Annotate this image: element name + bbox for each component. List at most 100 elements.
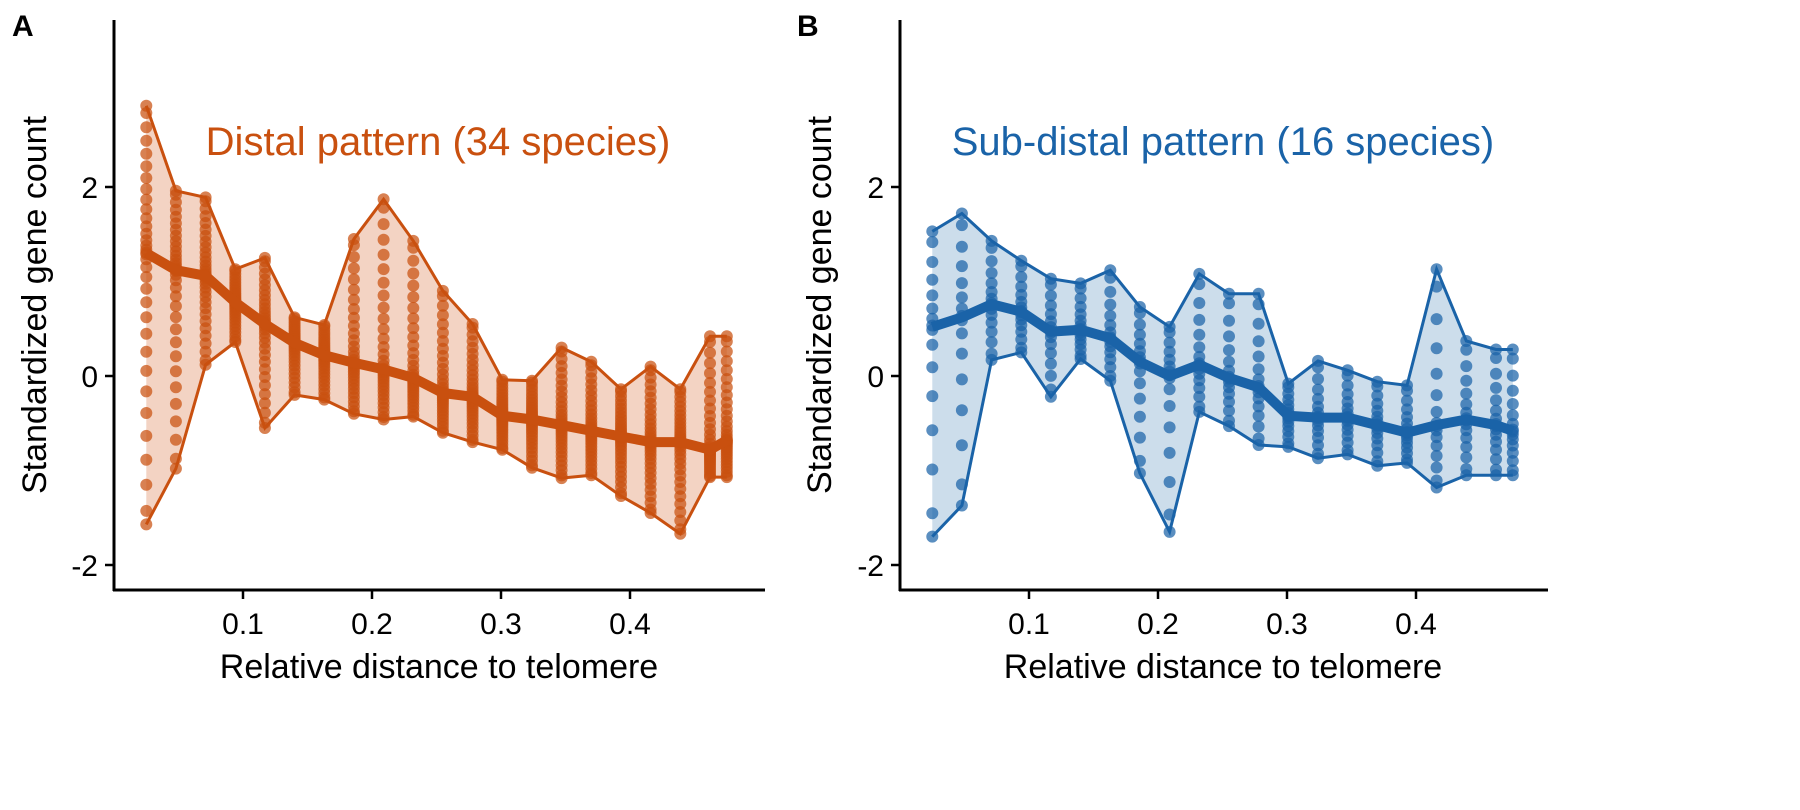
data-point <box>347 311 360 324</box>
data-point <box>1044 369 1057 382</box>
data-point <box>1312 392 1324 405</box>
data-point <box>140 429 153 442</box>
data-point <box>720 335 733 348</box>
data-point <box>1133 410 1146 423</box>
data-point <box>1223 404 1235 417</box>
data-point <box>1163 400 1176 412</box>
data-point <box>140 193 153 206</box>
data-point <box>347 293 360 306</box>
panel-b: B 0.1 0.2 0.3 0.4 -2 0 2 Sub-distal pattern (1… <box>797 10 1548 686</box>
mean-line <box>143 248 730 455</box>
data-point <box>1163 336 1176 349</box>
data-point <box>169 290 182 303</box>
data-point <box>140 282 153 295</box>
data-point <box>1506 369 1519 382</box>
y-axis-title: Standardized gene count <box>16 115 54 494</box>
data-point <box>926 463 939 476</box>
panel-a: A 0.1 0.2 0.3 0.4 -2 0 2 Distal pattern (34 sp… <box>12 10 765 686</box>
data-point <box>1104 309 1117 322</box>
data-point <box>926 273 939 286</box>
data-point <box>955 373 968 386</box>
data-point <box>1133 392 1146 405</box>
y-tick-label: 0 <box>81 361 98 394</box>
data-point <box>1312 373 1324 385</box>
y-tick-label: -2 <box>71 550 98 583</box>
data-point <box>1460 343 1473 356</box>
data-point <box>955 277 968 290</box>
data-point <box>704 367 716 380</box>
data-point <box>436 326 449 339</box>
data-point <box>1252 350 1265 363</box>
data-point <box>377 263 390 276</box>
data-point <box>377 341 390 353</box>
data-point <box>347 273 360 286</box>
data-point <box>955 291 968 304</box>
data-point <box>377 301 390 314</box>
data-point <box>377 289 390 302</box>
data-point <box>1223 297 1235 310</box>
data-point <box>955 240 968 253</box>
data-point <box>1506 352 1519 365</box>
data-point <box>1490 394 1502 407</box>
data-point <box>377 218 390 231</box>
data-point <box>169 350 182 363</box>
data-point <box>140 271 153 283</box>
data-point <box>1044 357 1057 370</box>
data-point <box>1430 342 1443 355</box>
data-point <box>1490 367 1502 380</box>
data-point <box>377 312 390 325</box>
data-point <box>526 376 538 389</box>
data-point <box>985 277 998 290</box>
data-point <box>140 203 153 216</box>
x-tick-label: 0.4 <box>1395 608 1437 641</box>
data-point <box>140 453 153 466</box>
data-point <box>720 373 733 385</box>
data-point <box>140 212 153 225</box>
data-point <box>140 327 153 340</box>
data-point <box>169 433 182 446</box>
data-point <box>1252 317 1265 330</box>
data-point <box>720 381 733 394</box>
y-tick-label: -2 <box>857 550 884 583</box>
data-point <box>926 361 939 374</box>
data-point <box>1015 288 1028 301</box>
data-point <box>407 322 420 335</box>
data-point <box>985 325 998 338</box>
data-point <box>1163 326 1176 339</box>
data-point <box>1133 377 1146 390</box>
data-point <box>1341 388 1354 401</box>
data-point <box>1044 289 1057 302</box>
data-point <box>169 311 182 324</box>
min-line <box>144 339 727 537</box>
data-point <box>1044 347 1057 360</box>
data-point <box>1133 431 1146 444</box>
data-point <box>407 267 420 280</box>
data-point <box>169 300 182 313</box>
data-point <box>1133 337 1146 350</box>
data-point <box>1282 381 1295 394</box>
data-point <box>926 338 939 351</box>
data-point <box>1133 328 1146 341</box>
data-point <box>926 236 939 249</box>
y-tick-label: 2 <box>81 172 98 205</box>
data-point <box>1193 313 1206 326</box>
chart-title: Distal pattern (34 species) <box>206 120 671 164</box>
max-line <box>931 211 1513 388</box>
data-point <box>377 332 390 345</box>
min-line <box>931 350 1513 538</box>
data-point <box>1341 379 1354 392</box>
data-point <box>1223 314 1235 327</box>
data-point <box>407 312 420 325</box>
data-point <box>377 323 390 336</box>
data-point <box>1252 335 1265 348</box>
data-point <box>140 172 153 184</box>
data-point <box>169 323 182 336</box>
data-point <box>1460 451 1473 464</box>
data-point <box>140 134 153 147</box>
data-point <box>926 507 939 520</box>
data-point <box>985 347 998 360</box>
data-point <box>1371 389 1384 402</box>
data-point <box>140 385 153 398</box>
data-point <box>1193 400 1206 413</box>
data-point <box>1460 374 1473 387</box>
